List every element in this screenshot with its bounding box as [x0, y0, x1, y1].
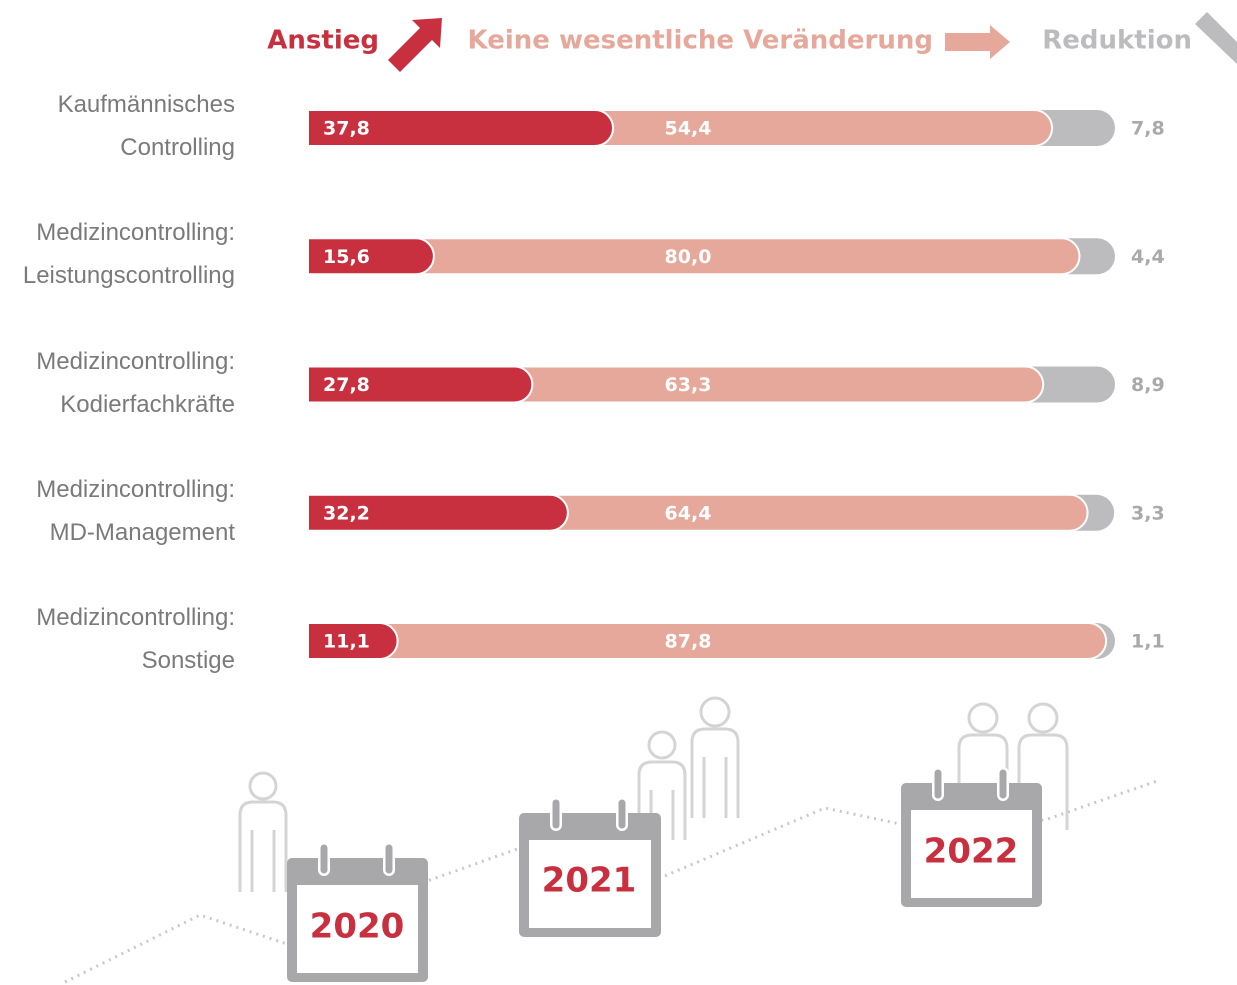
bar-segment	[307, 622, 399, 660]
bar-segment	[307, 237, 435, 276]
bar-segment	[594, 109, 1054, 147]
bar-segment	[1034, 110, 1115, 146]
bar-segment	[513, 365, 1045, 404]
value-label: 11,1	[323, 631, 370, 653]
illustration	[64, 696, 1161, 984]
category-label: Medizincontrolling: Kodierfachkräfte	[36, 347, 235, 418]
value-label: 64,4	[665, 502, 712, 524]
year-label: 2021	[542, 861, 637, 901]
year-label: 2020	[310, 907, 405, 947]
value-label: 7,8	[1131, 118, 1165, 140]
category-label: Kaufmännisches Controlling	[57, 91, 235, 161]
value-label: 1,1	[1131, 631, 1165, 653]
value-label: 87,8	[665, 631, 712, 653]
bar-segment	[307, 109, 615, 147]
year-label: 2022	[924, 832, 1019, 872]
legend-label: Keine wesentliche Veränderung	[468, 26, 933, 56]
value-label: 3,3	[1131, 502, 1165, 524]
value-label: 27,8	[323, 374, 370, 396]
bar-segment	[307, 365, 534, 404]
bar-segment	[548, 493, 1089, 532]
value-label: 37,8	[323, 118, 370, 140]
category-label: Medizincontrolling: Sonstige	[36, 604, 235, 674]
value-label: 80,0	[665, 246, 712, 268]
value-label: 15,6	[323, 246, 370, 268]
bar-segment	[1025, 366, 1115, 403]
category-label: Medizincontrolling: MD-Management	[36, 475, 235, 546]
value-label: 54,4	[665, 118, 712, 140]
bar-segment	[414, 237, 1081, 276]
value-label: 4,4	[1131, 246, 1165, 268]
legend-label: Reduktion	[1042, 26, 1192, 56]
bar-segment	[378, 622, 1108, 660]
value-label: 32,2	[323, 502, 370, 524]
bar-segment	[307, 493, 569, 532]
legend-icons	[388, 12, 1237, 72]
category-label: Medizincontrolling: Leistungscontrolling	[22, 219, 235, 290]
value-label: 8,9	[1131, 374, 1165, 396]
value-label: 63,3	[665, 374, 712, 396]
legend-label: Anstieg	[267, 26, 379, 56]
